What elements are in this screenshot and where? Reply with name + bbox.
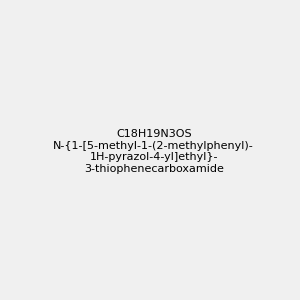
Text: C18H19N3OS
N-{1-[5-methyl-1-(2-methylphenyl)-
1H-pyrazol-4-yl]ethyl}-
3-thiophen: C18H19N3OS N-{1-[5-methyl-1-(2-methylphe… xyxy=(53,129,254,174)
